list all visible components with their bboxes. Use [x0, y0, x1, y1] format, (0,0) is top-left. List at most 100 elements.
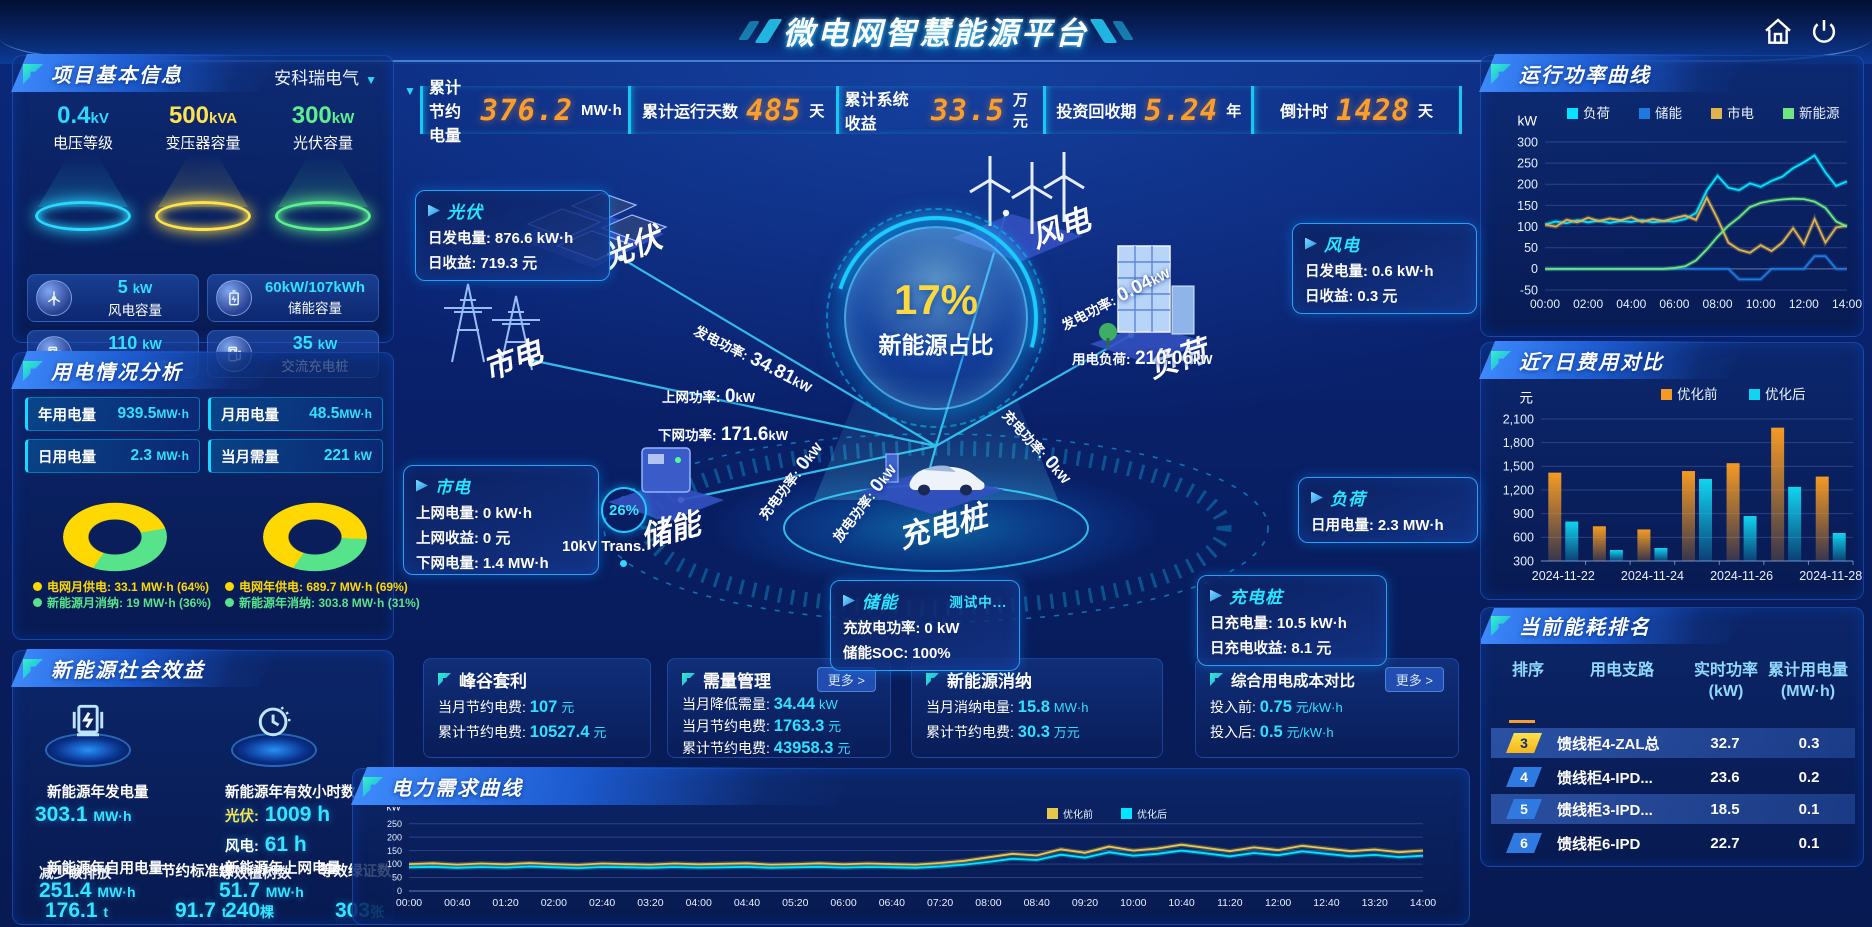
glow-ring — [155, 201, 251, 231]
svg-text:06:00: 06:00 — [830, 897, 856, 909]
panel-title: 电力需求曲线 — [391, 777, 523, 800]
kpi-collapse-caret[interactable]: ▼ — [404, 84, 416, 98]
arrow-icon — [1210, 589, 1222, 602]
transformer-dot — [620, 560, 627, 567]
flow-to-grid: 上网功率: 0kW — [662, 386, 756, 407]
chevron-down-icon: ▼ — [365, 73, 377, 87]
svg-text:11:20: 11:20 — [1217, 897, 1243, 909]
svg-text:07:20: 07:20 — [927, 897, 953, 909]
legend-grid-month: 电网月供电: 33.1 MW·h (64%) — [33, 579, 211, 595]
svg-text:10:40: 10:40 — [1168, 897, 1194, 909]
transformer-label: 10kV Trans. — [562, 538, 646, 555]
table-row[interactable]: 4 馈线柜4-IPD... 23.6 0.2 — [1491, 762, 1855, 792]
glow-ring — [275, 201, 371, 231]
stat-month-demand: 当月需量 221 kW — [208, 439, 383, 473]
svg-text:08:40: 08:40 — [1024, 897, 1050, 909]
trees-value: 240棵 — [225, 899, 275, 922]
svg-text:08:00: 08:00 — [1703, 297, 1733, 311]
svg-text:负荷: 负荷 — [1583, 106, 1610, 121]
svg-text:12:00: 12:00 — [1789, 297, 1819, 311]
testing-badge: 测试中... — [949, 594, 1007, 610]
card-corner-icon — [438, 673, 451, 686]
svg-text:300: 300 — [1513, 554, 1534, 568]
panel-power-curve: 运行功率曲线 300 250 200 150 100 50 0 -50 kW 00:00 02:00… — [1480, 55, 1864, 337]
svg-text:50: 50 — [1524, 241, 1538, 255]
svg-text:新能源: 新能源 — [1799, 106, 1840, 121]
svg-text:02:00: 02:00 — [1573, 297, 1603, 311]
feedin-value: 51.7 MW·h — [219, 879, 304, 902]
svg-text:900: 900 — [1513, 507, 1534, 521]
title-deco-right — [1112, 21, 1135, 40]
panel-title: 当前能耗排名 — [1519, 616, 1651, 639]
platform-transformer: 500kVA 变压器容量 — [147, 102, 259, 231]
svg-text:03:20: 03:20 — [637, 897, 663, 909]
svg-text:300: 300 — [1517, 135, 1538, 149]
svg-text:2,100: 2,100 — [1503, 412, 1534, 426]
card-corner-icon — [926, 673, 939, 686]
panel-demand-curve: 电力需求曲线 250 200 150 100 50 0 kW 00:00 00:40 01:20 0… — [352, 768, 1470, 925]
cost-compare-chart: 2,100 1,800 1,500 1,200 900 600 300 元 2024-11-22… — [1503, 386, 1863, 583]
cost-more-button[interactable]: 更多 > — [1384, 667, 1444, 692]
svg-text:优化前: 优化前 — [1677, 386, 1718, 402]
pv-info-box: 光伏 日发电量: 876.6 kW·h 日收益: 719.3 元 — [415, 190, 610, 281]
kpi-system-income: 累计系统收益 33.5 万元 — [835, 86, 1044, 134]
svg-text:2024-11-28: 2024-11-28 — [1799, 569, 1862, 583]
svg-text:250: 250 — [387, 819, 402, 829]
pv-generation-icon — [72, 704, 104, 737]
table-row[interactable]: 3 馈线柜4-ZAL总 32.7 0.3 — [1491, 728, 1855, 758]
self-use-value: 251.4 MW·h — [39, 879, 136, 902]
svg-text:150: 150 — [387, 846, 402, 856]
table-row[interactable]: 6 馈线柜6-IPD 22.7 0.1 — [1491, 828, 1855, 858]
svg-text:0: 0 — [1531, 262, 1538, 276]
clock-icon — [258, 706, 291, 737]
battery-icon — [216, 280, 252, 316]
grid-towers-graphic — [444, 283, 540, 371]
svg-text:250: 250 — [1517, 157, 1538, 171]
panel-energy-ranking: 当前能耗排名 排序 用电支路 实时功率 (kW) 累计用电量 (MW·h) 3 馈线… — [1480, 607, 1864, 867]
svg-text:10:00: 10:00 — [1120, 897, 1146, 909]
svg-text:优化后: 优化后 — [1765, 387, 1806, 402]
platform-pv: 300kW 光伏容量 — [267, 102, 379, 231]
charger-info-box: 充电桩 日充电量: 10.5 kW·h 日充电收益: 8.1 元 — [1197, 575, 1387, 666]
company-dropdown[interactable]: 安科瑞电气 ▼ — [274, 69, 377, 88]
svg-text:09:20: 09:20 — [1072, 897, 1098, 909]
ev-charger-graphic — [858, 453, 1004, 514]
svg-text:200: 200 — [1517, 178, 1538, 192]
arrow-icon — [428, 204, 440, 217]
carbon-value: 176.1 t — [45, 899, 109, 922]
svg-text:2024-11-22: 2024-11-22 — [1532, 569, 1595, 583]
svg-text:2024-11-26: 2024-11-26 — [1710, 569, 1773, 583]
legend-grid-year: 电网年供电: 689.7 MW·h (69%) — [225, 579, 420, 595]
kpi-countdown: 倒计时 1428 天 — [1251, 86, 1462, 134]
power-icon[interactable] — [1808, 16, 1840, 48]
kpi-payback-period: 投资回收期 5.24 年 — [1043, 86, 1251, 134]
svg-text:00:00: 00:00 — [1530, 297, 1560, 311]
power-curve-chart: 300 250 200 150 100 50 0 -50 kW 00:00 02:00 04:00 06… — [1517, 105, 1862, 311]
svg-text:10:00: 10:00 — [1746, 297, 1776, 311]
arrow-icon — [1311, 491, 1323, 504]
table-row[interactable]: 5 馈线柜3-IPD... 18.5 0.1 — [1491, 794, 1855, 824]
svg-text:13:20: 13:20 — [1362, 897, 1388, 909]
pv-hours: 光伏: 1009 h — [225, 803, 331, 826]
arrow-icon — [1305, 237, 1317, 250]
hours-pedestal — [231, 703, 317, 767]
stat-month-usage: 月用电量 48.5MW·h — [208, 397, 383, 431]
svg-text:04:00: 04:00 — [1616, 297, 1646, 311]
kpi-run-days: 累计运行天数 485 天 — [627, 86, 836, 134]
carbon-label: 减少碳排放 — [39, 866, 112, 882]
svg-text:00:00: 00:00 — [396, 897, 422, 909]
scroll-indicator[interactable] — [1509, 720, 1535, 723]
load-building-graphic — [1090, 245, 1206, 364]
newenergy-ratio-value: 17% — [893, 276, 979, 323]
svg-text:元: 元 — [1520, 391, 1534, 406]
svg-text:1,200: 1,200 — [1503, 483, 1534, 497]
arrow-icon — [843, 594, 855, 607]
card-cost-compare: 综合用电成本对比 更多 > 投入前: 0.75 元/kW·h 投入后: 0.5 … — [1195, 658, 1459, 758]
donut-chart-month — [63, 502, 168, 572]
light-cone — [38, 155, 128, 207]
panel-project-info: 项目基本信息 安科瑞电气 ▼ 0.4kV 电压等级 500kVA 变压器容量 30… — [12, 55, 394, 378]
energy-pedestal — [45, 703, 131, 767]
newenergy-ratio-label: 新能源占比 — [878, 332, 994, 358]
home-icon[interactable] — [1762, 16, 1794, 48]
newenergy-ratio-hub: 17% 新能源占比 — [798, 180, 1074, 456]
